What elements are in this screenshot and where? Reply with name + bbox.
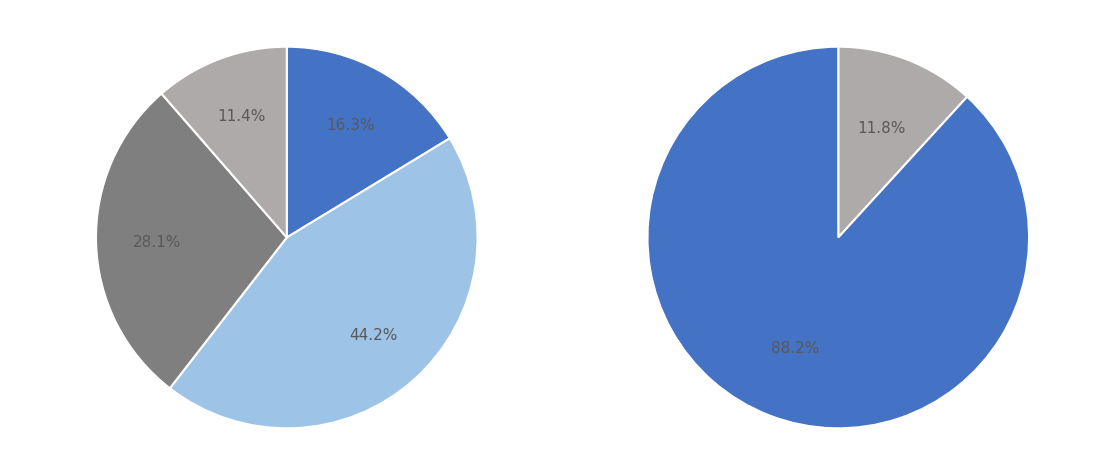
Wedge shape: [647, 48, 1029, 428]
Text: 28.1%: 28.1%: [132, 234, 181, 249]
Text: 44.2%: 44.2%: [349, 327, 397, 342]
Text: 16.3%: 16.3%: [326, 118, 375, 133]
Wedge shape: [96, 94, 287, 388]
Wedge shape: [170, 139, 478, 428]
Text: 11.4%: 11.4%: [217, 109, 266, 124]
Text: 11.8%: 11.8%: [857, 120, 906, 136]
Text: 88.2%: 88.2%: [771, 340, 820, 356]
Wedge shape: [838, 48, 967, 238]
Wedge shape: [161, 48, 287, 238]
Wedge shape: [287, 48, 450, 238]
